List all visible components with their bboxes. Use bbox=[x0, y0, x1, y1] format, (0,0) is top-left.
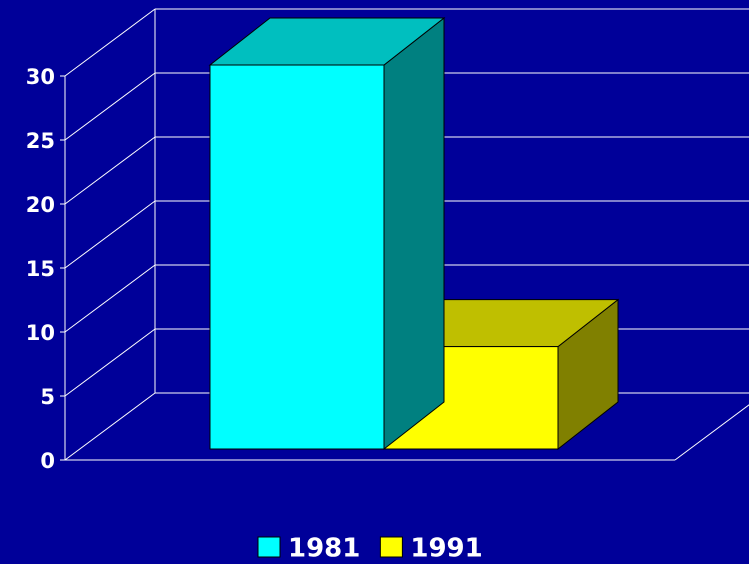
grid-line bbox=[64, 264, 156, 333]
y-tick-label: 10 bbox=[26, 321, 55, 345]
y-tick-label: 25 bbox=[26, 129, 55, 153]
y-tick-label: 5 bbox=[40, 385, 55, 409]
floor-edge bbox=[674, 404, 749, 461]
y-tick-label: 0 bbox=[40, 449, 55, 473]
bar-side bbox=[383, 16, 445, 451]
legend-label: 1981 bbox=[288, 534, 360, 564]
grid-line bbox=[64, 8, 156, 77]
grid-line bbox=[64, 200, 156, 269]
legend-swatch bbox=[257, 536, 281, 558]
y-tick-label: 30 bbox=[26, 65, 55, 89]
grid-line bbox=[64, 136, 156, 205]
y-tick-label: 15 bbox=[26, 257, 55, 281]
grid-line bbox=[64, 392, 156, 461]
bar bbox=[209, 64, 385, 450]
grid-line bbox=[64, 72, 156, 141]
grid-line bbox=[64, 328, 156, 397]
legend-label: 1991 bbox=[410, 534, 482, 564]
y-tick-label: 20 bbox=[26, 193, 55, 217]
legend-swatch bbox=[379, 536, 403, 558]
